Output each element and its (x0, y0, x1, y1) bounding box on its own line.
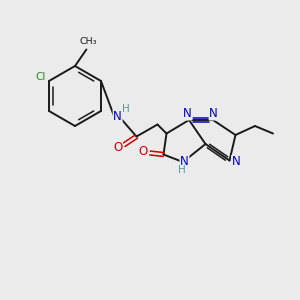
Text: H: H (178, 165, 185, 176)
Text: N: N (180, 154, 189, 168)
Text: N: N (113, 110, 122, 123)
Text: N: N (232, 155, 241, 169)
Text: CH₃: CH₃ (79, 37, 97, 46)
Text: N: N (183, 107, 192, 120)
Text: O: O (113, 141, 122, 154)
Text: H: H (122, 104, 130, 114)
Text: Cl: Cl (35, 72, 46, 82)
Text: N: N (209, 107, 218, 120)
Text: O: O (139, 145, 148, 158)
